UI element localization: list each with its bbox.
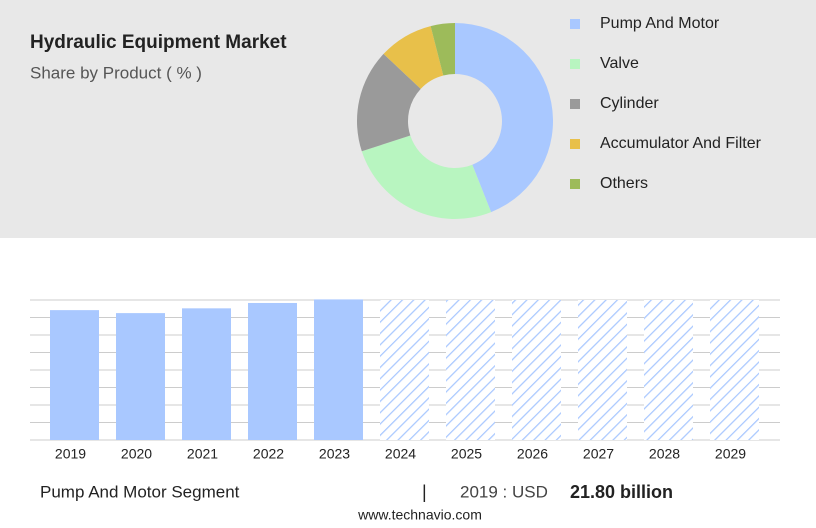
x-tick-label: 2023 — [319, 446, 350, 462]
forecast-bar — [512, 300, 561, 440]
legend-label: Pump And Motor — [600, 15, 720, 32]
forecast-bar — [644, 300, 693, 440]
legend-label: Accumulator And Filter — [600, 135, 762, 152]
legend-label: Others — [600, 175, 648, 192]
forecast-bar — [446, 300, 495, 440]
donut-slice — [361, 135, 492, 220]
separator: | — [422, 482, 427, 502]
bar — [116, 313, 165, 440]
bar — [50, 310, 99, 440]
legend-label: Cylinder — [600, 95, 659, 112]
bar — [314, 299, 363, 440]
x-tick-label: 2025 — [451, 446, 482, 462]
year-label: 2019 : USD — [460, 482, 548, 501]
value-label: 21.80 billion — [570, 482, 673, 502]
donut-slice — [455, 23, 554, 213]
x-tick-label: 2020 — [121, 446, 152, 462]
x-tick-label: 2024 — [385, 446, 416, 462]
forecast-bar — [380, 300, 429, 440]
donut-slice — [357, 53, 421, 152]
legend-swatch — [570, 139, 580, 149]
legend-label: Valve — [600, 55, 639, 72]
legend-swatch — [570, 179, 580, 189]
x-tick-label: 2026 — [517, 446, 548, 462]
chart-title: Hydraulic Equipment Market — [30, 32, 287, 53]
chart-subtitle: Share by Product ( % ) — [30, 63, 202, 82]
legend-swatch — [570, 19, 580, 29]
bar — [182, 308, 231, 440]
x-tick-label: 2021 — [187, 446, 218, 462]
x-tick-label: 2022 — [253, 446, 284, 462]
legend-swatch — [570, 59, 580, 69]
source: www.technavio.com — [357, 507, 482, 523]
x-tick-label: 2028 — [649, 446, 680, 462]
x-tick-label: 2027 — [583, 446, 614, 462]
forecast-bar — [578, 300, 627, 440]
legend-swatch — [570, 99, 580, 109]
segment-label: Pump And Motor Segment — [40, 482, 240, 501]
forecast-bar — [710, 300, 759, 440]
x-tick-label: 2019 — [55, 446, 86, 462]
donut-slice — [383, 26, 444, 89]
bar — [248, 302, 297, 440]
donut-slice — [430, 23, 455, 76]
x-tick-label: 2029 — [715, 446, 746, 462]
